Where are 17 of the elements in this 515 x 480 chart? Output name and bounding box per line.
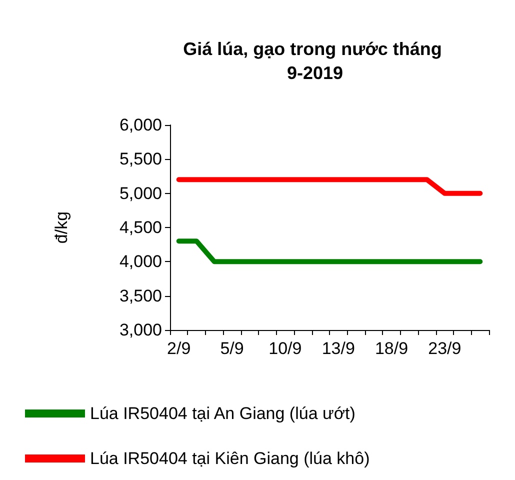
y-tick-label: 5,000 bbox=[119, 184, 162, 203]
legend-label: Lúa IR50404 tại An Giang (lúa ướt) bbox=[90, 404, 356, 423]
x-tick-label: 2/9 bbox=[167, 339, 191, 358]
y-tick-label: 6,000 bbox=[119, 116, 162, 134]
x-tick-label: 13/9 bbox=[322, 339, 355, 358]
y-tick-label: 4,500 bbox=[119, 218, 162, 237]
chart-title: Giá lúa, gạo trong nước tháng 9-2019 bbox=[183, 39, 447, 83]
x-tick-label: 5/9 bbox=[220, 339, 244, 358]
y-tick-label: 5,500 bbox=[119, 150, 162, 169]
y-tick-label: 4,000 bbox=[119, 252, 162, 272]
legend-label: Lúa IR50404 tại Kiên Giang (lúa khô) bbox=[90, 449, 370, 468]
x-tick-label: 23/9 bbox=[428, 339, 462, 358]
x-tick-label: 18/9 bbox=[374, 339, 408, 358]
x-tick-label: 10/9 bbox=[268, 339, 302, 358]
y-tick-label: 3,000 bbox=[119, 320, 162, 340]
y-axis-title: đ/kg bbox=[52, 211, 71, 244]
y-tick-label: 3,500 bbox=[119, 286, 162, 306]
